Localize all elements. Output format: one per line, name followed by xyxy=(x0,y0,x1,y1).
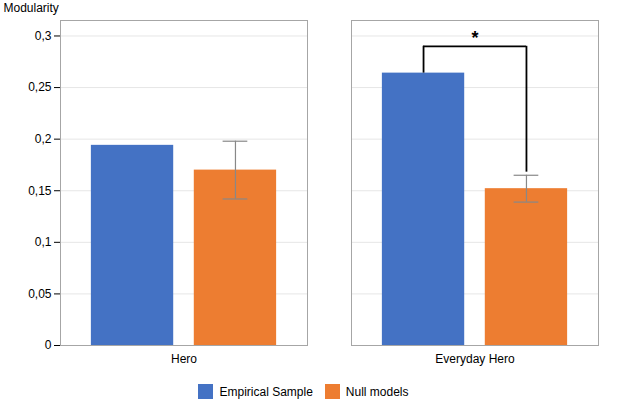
svg-text:0,2: 0,2 xyxy=(35,132,52,146)
svg-text:Hero: Hero xyxy=(171,352,197,366)
svg-text:0,05: 0,05 xyxy=(28,287,52,301)
svg-text:Modularity: Modularity xyxy=(4,1,59,15)
svg-text:0,1: 0,1 xyxy=(35,235,52,249)
svg-text:0,3: 0,3 xyxy=(35,29,52,43)
svg-text:0,25: 0,25 xyxy=(28,80,52,94)
html-text:Null models: Null models xyxy=(345,384,409,399)
svg-text:0,15: 0,15 xyxy=(28,184,52,198)
svg-text:*: * xyxy=(471,28,478,48)
svg-text:Everyday Hero: Everyday Hero xyxy=(435,352,515,366)
html-text:Empirical Sample: Empirical Sample xyxy=(219,384,313,399)
svg-text:0: 0 xyxy=(45,338,52,352)
